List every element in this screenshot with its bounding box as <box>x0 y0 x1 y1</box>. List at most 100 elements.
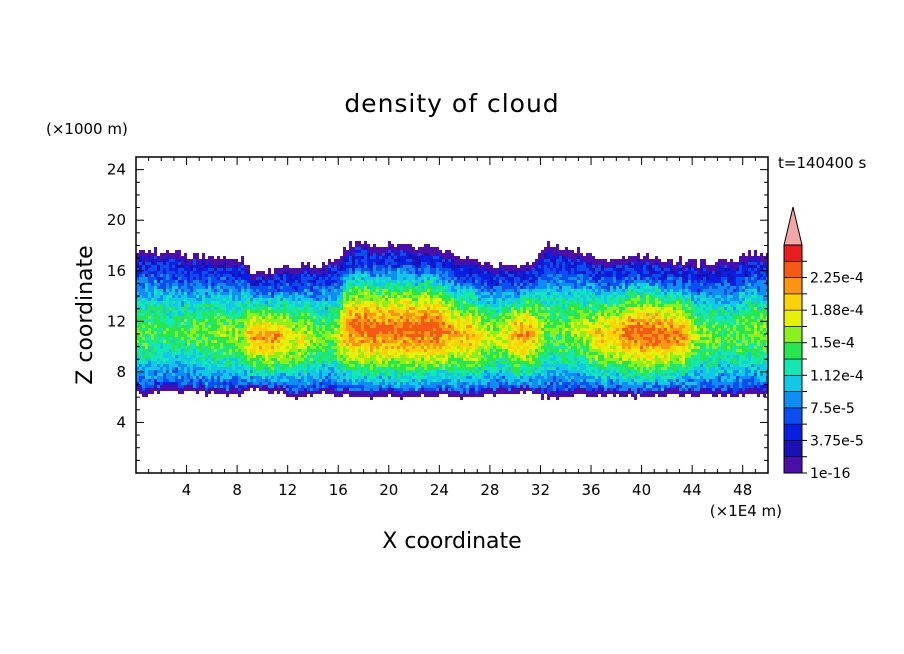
heatmap-cell <box>355 370 358 373</box>
heatmap-cell <box>442 310 445 313</box>
heatmap-cell <box>289 370 292 373</box>
heatmap-cell <box>310 310 313 313</box>
heatmap-cell <box>214 337 217 340</box>
heatmap-cell <box>403 256 406 259</box>
heatmap-cell <box>328 274 331 277</box>
heatmap-cell <box>415 334 418 337</box>
heatmap-cell <box>289 271 292 274</box>
heatmap-cell <box>352 295 355 298</box>
heatmap-cell <box>427 331 430 334</box>
heatmap-cell <box>154 376 157 379</box>
heatmap-cell <box>337 277 340 280</box>
heatmap-cell <box>202 388 205 391</box>
heatmap-cell <box>148 334 151 337</box>
heatmap-cell <box>400 361 403 364</box>
heatmap-cell <box>337 304 340 307</box>
heatmap-cell <box>415 304 418 307</box>
heatmap-cell <box>352 376 355 379</box>
heatmap-cell <box>232 328 235 331</box>
heatmap-cell <box>415 370 418 373</box>
heatmap-cell <box>379 370 382 373</box>
heatmap-cell <box>289 325 292 328</box>
heatmap-cell <box>391 286 394 289</box>
heatmap-cell <box>427 388 430 391</box>
heatmap-cell <box>184 337 187 340</box>
heatmap-cell <box>328 382 331 385</box>
heatmap-cell <box>355 385 358 388</box>
heatmap-cell <box>430 340 433 343</box>
heatmap-cell <box>316 286 319 289</box>
heatmap-cell <box>445 313 448 316</box>
heatmap-cell <box>226 307 229 310</box>
heatmap-cell <box>391 259 394 262</box>
heatmap-cell <box>169 379 172 382</box>
heatmap-cell <box>187 292 190 295</box>
heatmap-cell <box>325 379 328 382</box>
heatmap-cell <box>175 331 178 334</box>
heatmap-cell <box>346 274 349 277</box>
heatmap-cell <box>223 274 226 277</box>
heatmap-cell <box>451 262 454 265</box>
heatmap-cell <box>220 349 223 352</box>
heatmap-cell <box>418 373 421 376</box>
heatmap-cell <box>172 376 175 379</box>
heatmap-cell <box>379 256 382 259</box>
heatmap-cell <box>292 295 295 298</box>
heatmap-cell <box>310 292 313 295</box>
heatmap-cell <box>148 253 151 256</box>
heatmap-cell <box>403 370 406 373</box>
heatmap-cell <box>136 289 139 292</box>
heatmap-cell <box>448 310 451 313</box>
heatmap-cell <box>277 274 280 277</box>
heatmap-cell <box>424 391 427 394</box>
heatmap-cell <box>283 367 286 370</box>
heatmap-cell <box>427 349 430 352</box>
heatmap-cell <box>274 313 277 316</box>
heatmap-cell <box>232 295 235 298</box>
heatmap-cell <box>226 331 229 334</box>
heatmap-cell <box>412 301 415 304</box>
heatmap-cell <box>217 328 220 331</box>
heatmap-cell <box>241 364 244 367</box>
heatmap-cell <box>160 268 163 271</box>
heatmap-cell <box>418 346 421 349</box>
heatmap-cell <box>217 304 220 307</box>
heatmap-cell <box>214 349 217 352</box>
heatmap-cell <box>430 268 433 271</box>
heatmap-cell <box>358 388 361 391</box>
heatmap-cell <box>436 346 439 349</box>
heatmap-cell <box>361 346 364 349</box>
heatmap-cell <box>382 343 385 346</box>
heatmap-cell <box>271 373 274 376</box>
heatmap-cell <box>430 361 433 364</box>
heatmap-cell <box>385 292 388 295</box>
heatmap-cell <box>418 352 421 355</box>
heatmap-cell <box>265 337 268 340</box>
heatmap-cell <box>223 352 226 355</box>
heatmap-cell <box>151 382 154 385</box>
heatmap-cell <box>271 388 274 391</box>
heatmap-cell <box>295 343 298 346</box>
heatmap-cell <box>307 322 310 325</box>
heatmap-cell <box>151 268 154 271</box>
heatmap-cell <box>376 358 379 361</box>
heatmap-cell <box>151 271 154 274</box>
heatmap-cell <box>352 373 355 376</box>
heatmap-cell <box>382 370 385 373</box>
heatmap-cell <box>328 265 331 268</box>
heatmap-cell <box>427 259 430 262</box>
heatmap-cell <box>247 325 250 328</box>
heatmap-cell <box>322 301 325 304</box>
heatmap-cell <box>379 304 382 307</box>
heatmap-cell <box>310 391 313 394</box>
heatmap-cell <box>265 304 268 307</box>
heatmap-cell <box>295 391 298 394</box>
heatmap-cell <box>310 382 313 385</box>
heatmap-cell <box>178 319 181 322</box>
heatmap-cell <box>391 301 394 304</box>
heatmap-cell <box>259 388 262 391</box>
heatmap-cell <box>412 385 415 388</box>
heatmap-cell <box>361 388 364 391</box>
heatmap-cell <box>220 262 223 265</box>
heatmap-cell <box>433 376 436 379</box>
